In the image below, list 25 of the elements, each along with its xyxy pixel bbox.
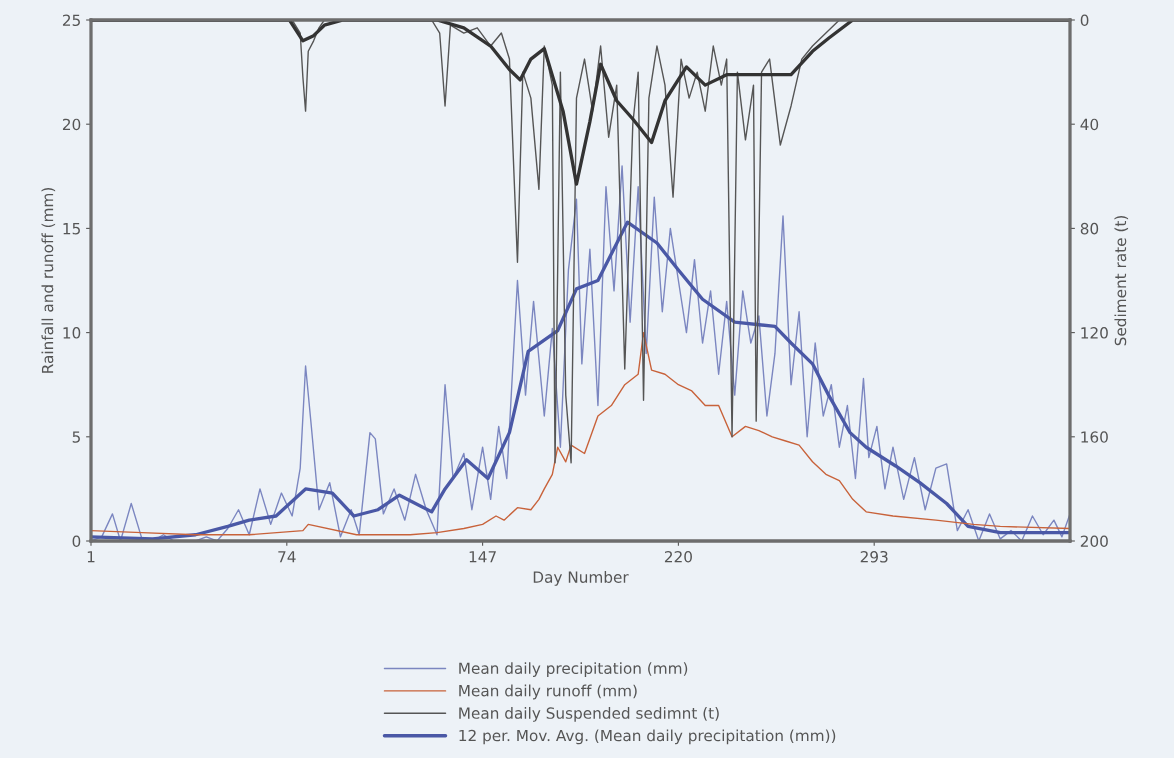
y2-tick-label: 40 — [1080, 118, 1099, 131]
x-tick-label: 293 — [860, 550, 888, 563]
y2-tick-label: 200 — [1080, 535, 1108, 548]
y2-tick-label: 0 — [1080, 14, 1089, 27]
y2-tick-label: 80 — [1080, 222, 1099, 235]
legend-label: 12 per. Mov. Avg. (Mean daily precipitation (mm)) — [459, 729, 836, 745]
y-axis-title: Rainfall and runoff (mm) — [41, 188, 56, 373]
x-tick-label: 74 — [278, 551, 296, 563]
y-tick-label: 0 — [72, 535, 81, 548]
y-tick-label: 10 — [63, 327, 81, 339]
y2-tick-label: 160 — [1081, 431, 1108, 443]
x-axis-title: Day Number — [533, 571, 629, 586]
legend-label: Mean daily Suspended sedimnt (t) — [459, 707, 719, 722]
y2-tick-label: 120 — [1081, 327, 1108, 339]
line-series — [91, 331, 1070, 536]
x-tick-label: 1 — [87, 551, 95, 563]
x-tick-label: 147 — [469, 551, 496, 563]
y2-axis-title: Sediment rate (t) — [1114, 215, 1129, 346]
y-tick-label: 20 — [62, 118, 81, 131]
legend-label: Mean daily runoff (mm) — [459, 684, 637, 700]
x-tick-label: 220 — [664, 550, 692, 563]
y-tick-label: 5 — [72, 431, 80, 443]
legend-label: Mean daily precipitation (mm) — [459, 662, 688, 677]
y-tick-label: 15 — [63, 223, 80, 235]
y-tick-label: 25 — [62, 14, 80, 27]
